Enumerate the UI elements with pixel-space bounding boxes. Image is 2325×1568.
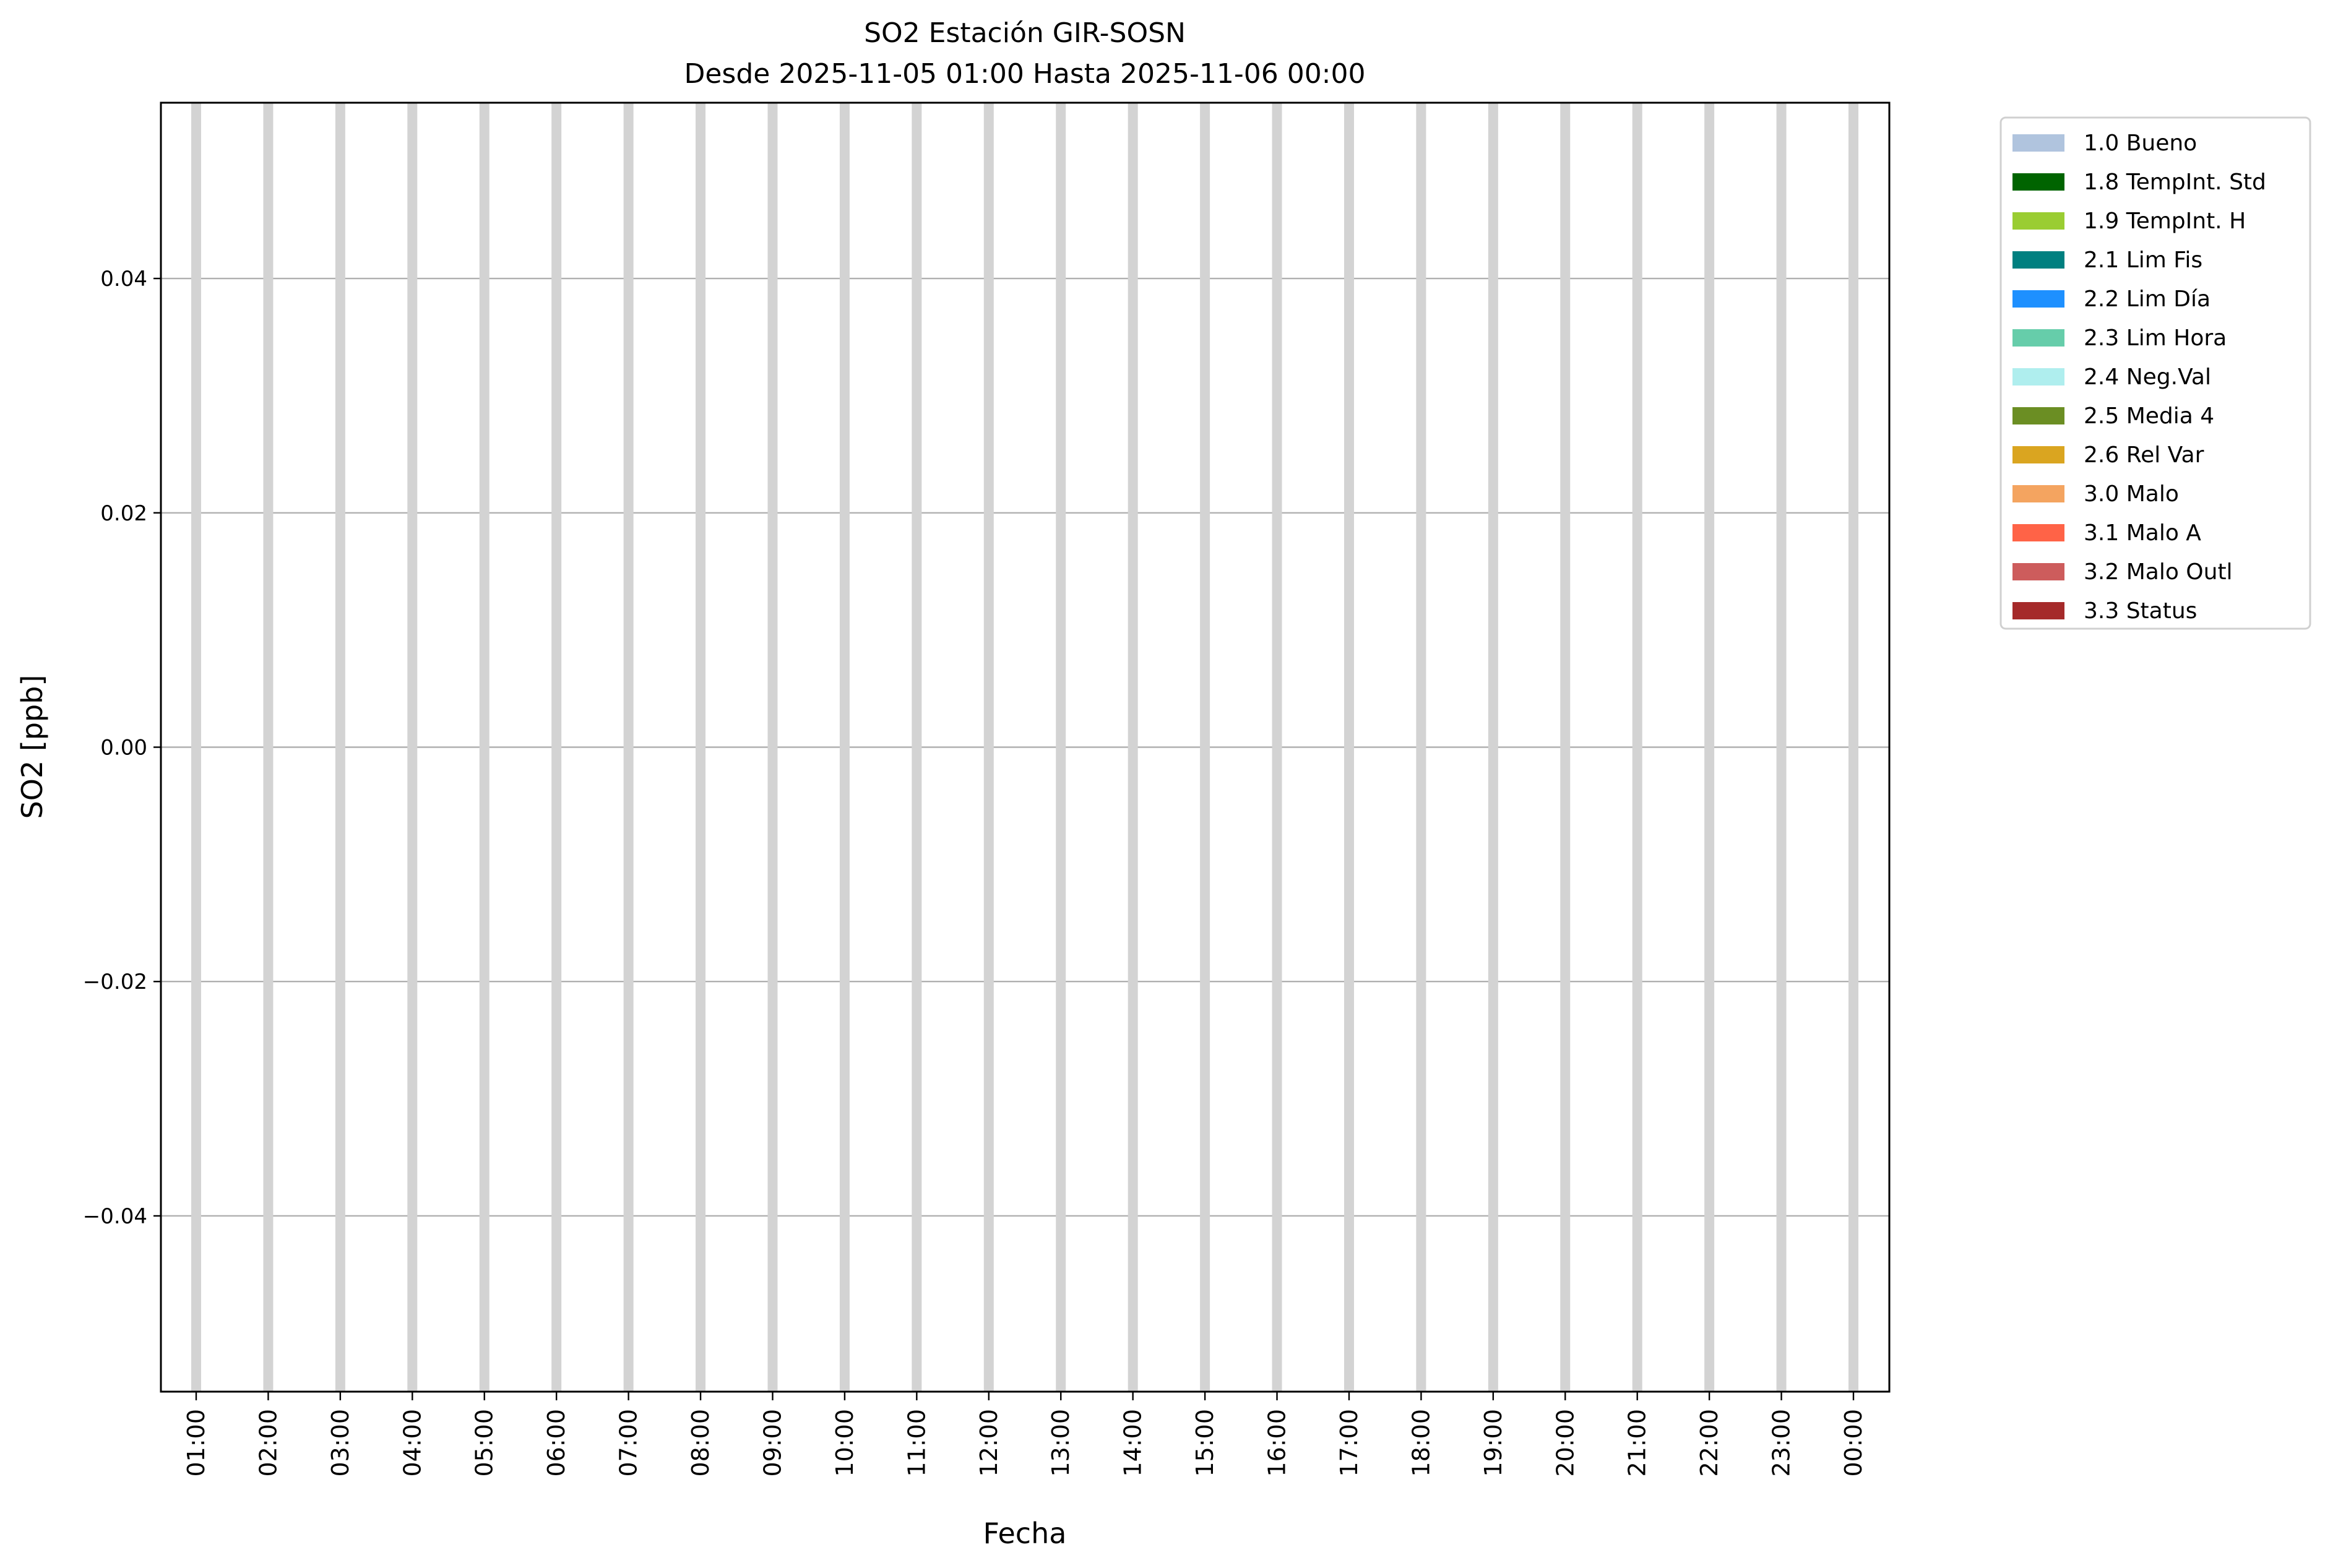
- legend-frame: [1999, 116, 2311, 630]
- hour-band: [767, 103, 778, 1392]
- hour-band: [1272, 103, 1282, 1392]
- x-tick-label: 16:00: [1264, 1409, 1291, 1477]
- x-tick-label: 17:00: [1335, 1409, 1363, 1477]
- legend-swatch: [2012, 485, 2064, 502]
- legend-label: 3.1 Malo A: [2084, 520, 2201, 546]
- legend-swatch: [2012, 173, 2064, 191]
- hour-band: [839, 103, 850, 1392]
- x-tick-label: 00:00: [1840, 1409, 1867, 1477]
- legend-label: 3.3 Status: [2084, 598, 2197, 624]
- x-tick-label: 06:00: [543, 1409, 570, 1477]
- x-tick-label: 19:00: [1480, 1409, 1507, 1477]
- x-tick-label: 05:00: [471, 1409, 498, 1477]
- legend-swatch: [2012, 524, 2064, 541]
- x-axis-label: Fecha: [983, 1517, 1067, 1550]
- legend-swatch: [2012, 329, 2064, 347]
- x-tick-label: 13:00: [1047, 1409, 1074, 1477]
- legend-label: 2.3 Lim Hora: [2084, 325, 2227, 351]
- legend-swatch: [2012, 563, 2064, 580]
- legend-label: 2.4 Neg.Val: [2084, 364, 2211, 390]
- x-tick-label: 18:00: [1407, 1409, 1434, 1477]
- hour-band: [623, 103, 634, 1392]
- hour-band: [407, 103, 418, 1392]
- hour-band: [1560, 103, 1571, 1392]
- x-tick-label: 02:00: [254, 1409, 282, 1477]
- x-tick-label: 11:00: [903, 1409, 930, 1477]
- legend-swatch: [2012, 212, 2064, 230]
- legend-label: 2.2 Lim Día: [2084, 286, 2211, 312]
- x-axis: 01:00 02:00 03:00 04:00 05:00 06:00 07:00 08:00…: [183, 1392, 1867, 1477]
- hour-band: [1128, 103, 1138, 1392]
- legend-label: 1.0 Bueno: [2084, 131, 2197, 156]
- hour-band: [1632, 103, 1642, 1392]
- hour-band: [479, 103, 490, 1392]
- legend-label: 1.9 TempInt. H: [2084, 209, 2246, 234]
- x-tick-label: 20:00: [1551, 1409, 1579, 1477]
- hour-band: [263, 103, 274, 1392]
- legend: 1.0 Bueno 1.8 TempInt. Std 1.9 TempInt. H 2…: [1999, 116, 2311, 630]
- x-tick-label: 04:00: [399, 1409, 426, 1477]
- legend-swatch: [2012, 251, 2064, 269]
- hour-band: [1776, 103, 1787, 1392]
- hour-band: [912, 103, 922, 1392]
- y-tick-label: 0.02: [100, 501, 147, 526]
- hour-band: [335, 103, 345, 1392]
- x-tick-label: 07:00: [615, 1409, 642, 1477]
- legend-swatch: [2012, 290, 2064, 308]
- x-tick-label: 12:00: [975, 1409, 1003, 1477]
- hour-band: [1344, 103, 1354, 1392]
- chart-title: SO2 Estación GIR-SOSN: [864, 17, 1186, 49]
- y-axis-label: SO2 [ppb]: [15, 675, 49, 819]
- x-tick-label: 23:00: [1768, 1409, 1795, 1477]
- hour-band: [1704, 103, 1715, 1392]
- hour-band: [551, 103, 562, 1392]
- hour-band: [191, 103, 201, 1392]
- legend-swatch: [2012, 368, 2064, 386]
- chart-subtitle: Desde 2025-11-05 01:00 Hasta 2025-11-06 …: [684, 58, 1365, 90]
- y-tick-label: −0.02: [83, 970, 147, 994]
- legend-swatch: [2012, 446, 2064, 463]
- hour-band: [1416, 103, 1426, 1392]
- x-tick-label: 01:00: [183, 1409, 210, 1477]
- hour-band: [1488, 103, 1498, 1392]
- legend-label: 3.0 Malo: [2084, 481, 2179, 507]
- x-tick-label: 22:00: [1696, 1409, 1723, 1477]
- hour-band: [696, 103, 706, 1392]
- legend-swatch: [2012, 407, 2064, 424]
- y-axis: −0.04 −0.02 0.00 0.02 0.04: [83, 267, 161, 1229]
- y-tick-label: 0.04: [100, 267, 147, 291]
- x-tick-label: 14:00: [1119, 1409, 1147, 1477]
- hour-band: [1848, 103, 1858, 1392]
- legend-label: 2.1 Lim Fis: [2084, 248, 2202, 273]
- hour-band: [983, 103, 994, 1392]
- legend-swatch: [2012, 602, 2064, 619]
- x-tick-label: 09:00: [759, 1409, 786, 1477]
- x-tick-label: 10:00: [831, 1409, 858, 1477]
- x-tick-label: 15:00: [1191, 1409, 1219, 1477]
- legend-label: 1.8 TempInt. Std: [2084, 170, 2266, 195]
- hour-band: [1056, 103, 1066, 1392]
- legend-label: 2.5 Media 4: [2084, 403, 2214, 429]
- x-tick-label: 21:00: [1624, 1409, 1651, 1477]
- legend-label: 2.6 Rel Var: [2084, 442, 2204, 468]
- legend-swatch: [2012, 134, 2064, 152]
- hour-band: [1200, 103, 1210, 1392]
- hour-bands: [191, 103, 1858, 1392]
- x-tick-label: 03:00: [327, 1409, 354, 1477]
- legend-label: 3.2 Malo Outl: [2084, 559, 2233, 585]
- x-tick-label: 08:00: [687, 1409, 714, 1477]
- y-tick-label: 0.00: [100, 736, 147, 760]
- y-tick-label: −0.04: [83, 1204, 147, 1229]
